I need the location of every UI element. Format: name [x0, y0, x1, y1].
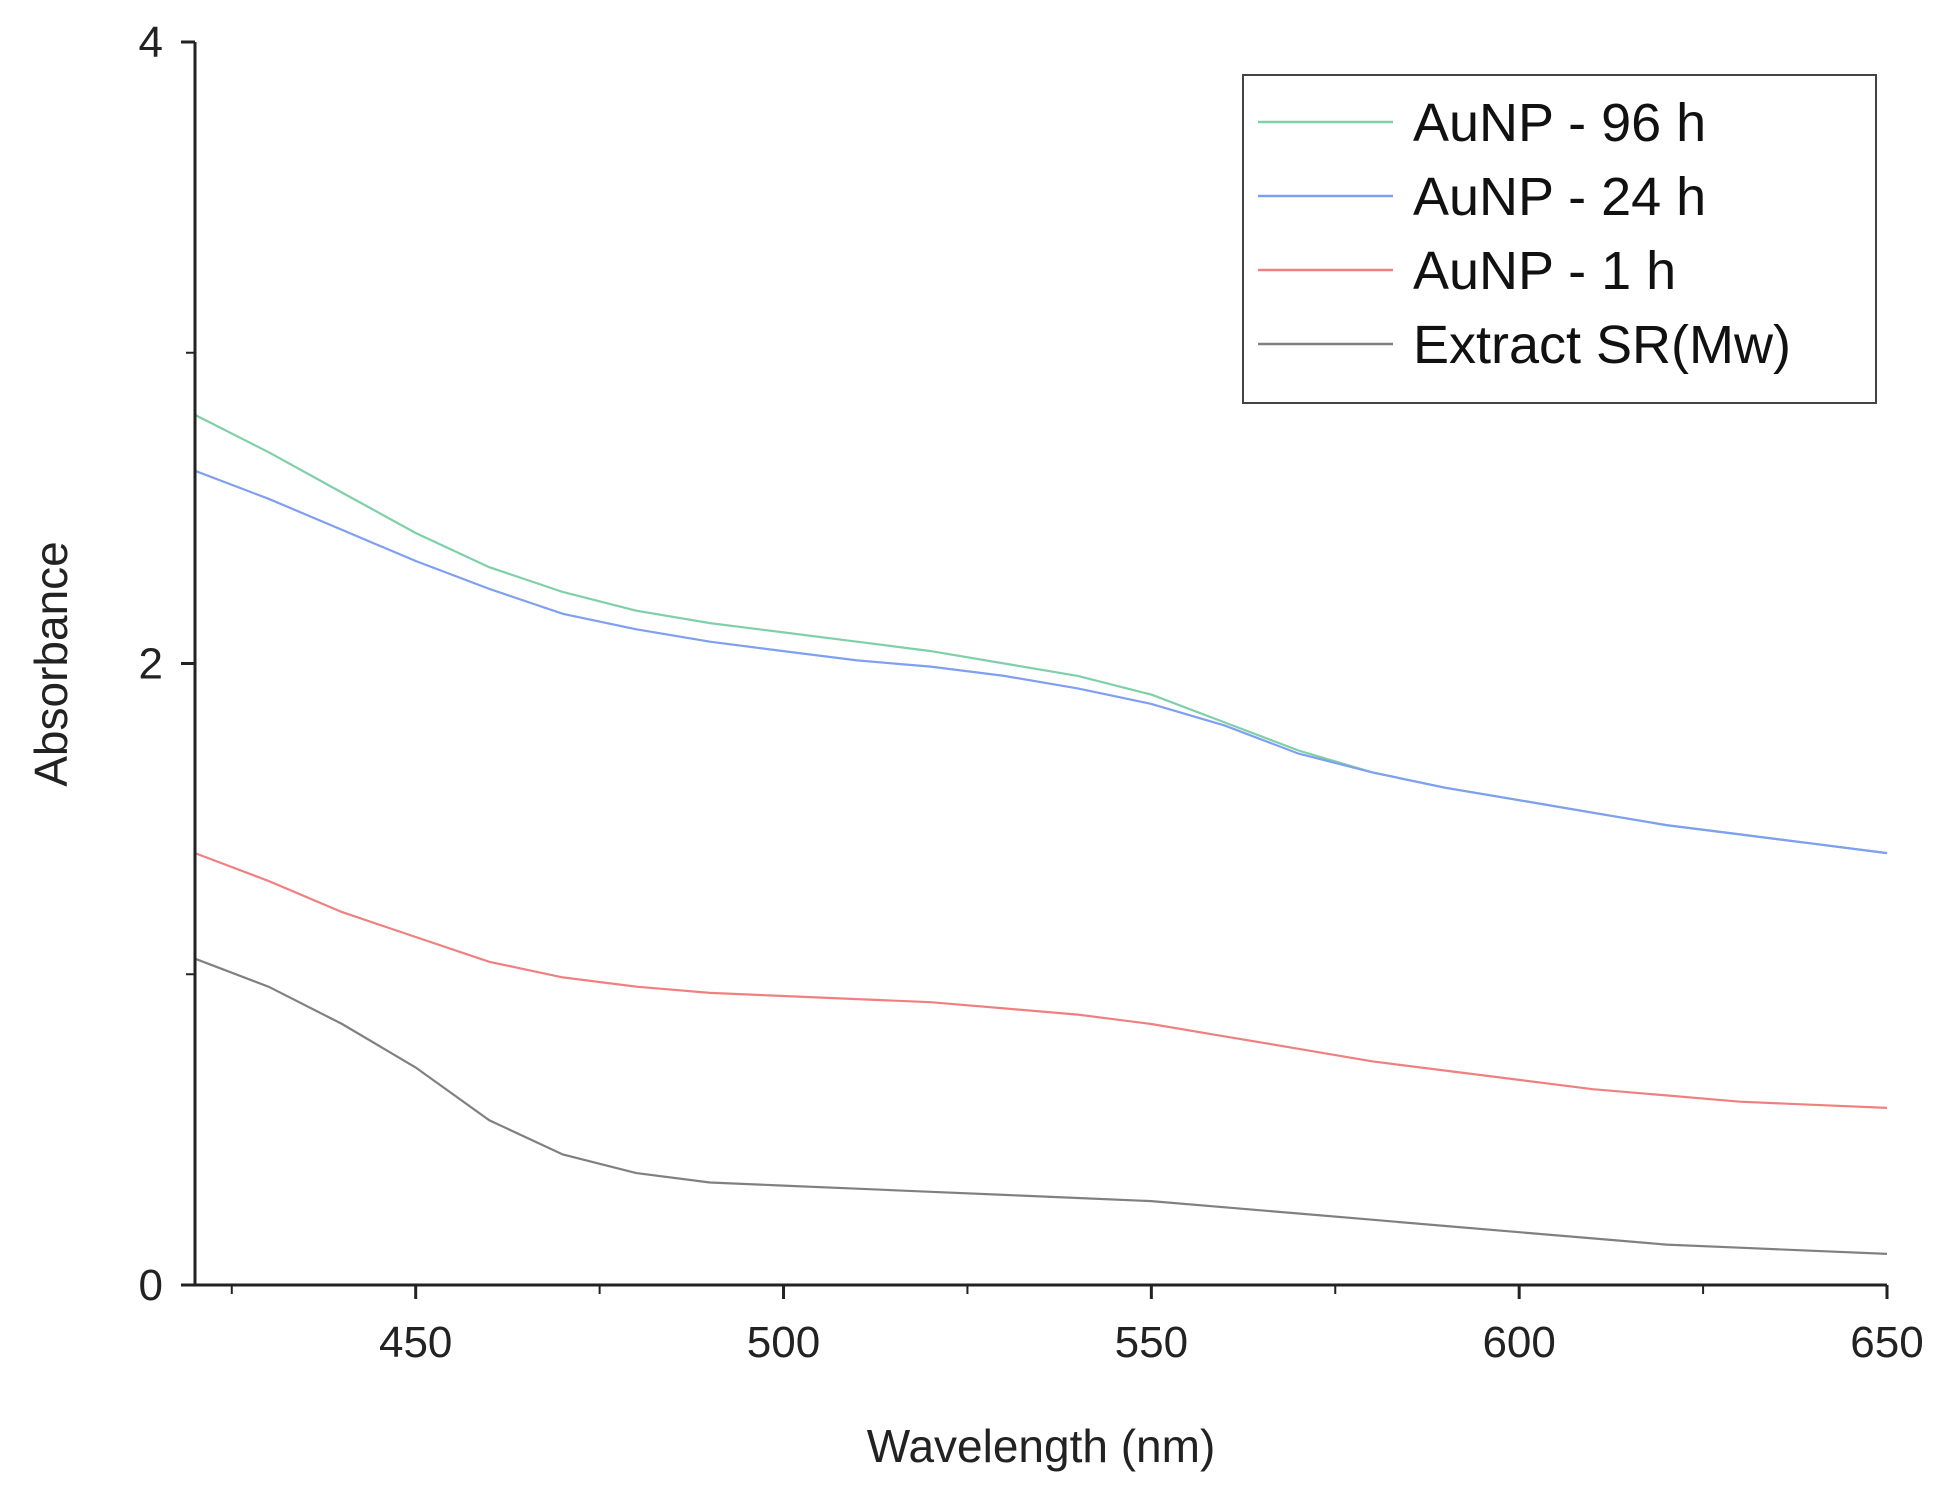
- legend-box: [1242, 74, 1877, 404]
- series-line-3: [194, 852, 1888, 1109]
- legend-label-2: AuNP - 24 h: [1413, 167, 1706, 227]
- legend-label-3: AuNP - 1 h: [1413, 241, 1676, 301]
- series-line-4: [194, 957, 1888, 1255]
- x-axis-title: Wavelength (nm): [867, 1420, 1216, 1472]
- y-tick-label-2: 2: [139, 640, 163, 689]
- x-tick-label-450: 450: [379, 1318, 452, 1367]
- x-tick-label-600: 600: [1482, 1318, 1555, 1367]
- x-tick-label-500: 500: [747, 1318, 820, 1367]
- ticks-layer: 450 500 550 600 650 0 2 4: [139, 18, 1924, 1367]
- series-line-1: [194, 413, 1888, 855]
- legend-items: AuNP - 96 h AuNP - 24 h AuNP - 1 h Extract …: [1258, 93, 1791, 375]
- series-layer: [194, 413, 1888, 1255]
- x-tick-label-550: 550: [1115, 1318, 1188, 1367]
- legend: AuNP - 96 h AuNP - 24 h AuNP - 1 h Extract …: [1242, 74, 1877, 404]
- y-tick-label-0: 0: [139, 1261, 163, 1310]
- series-line-2: [194, 469, 1888, 855]
- y-axis-title: Absorbance: [25, 541, 77, 787]
- legend-label-4: Extract SR(Mw): [1413, 315, 1791, 375]
- x-tick-label-650: 650: [1850, 1318, 1923, 1367]
- legend-label-1: AuNP - 96 h: [1413, 93, 1706, 153]
- y-tick-label-4: 4: [139, 18, 163, 67]
